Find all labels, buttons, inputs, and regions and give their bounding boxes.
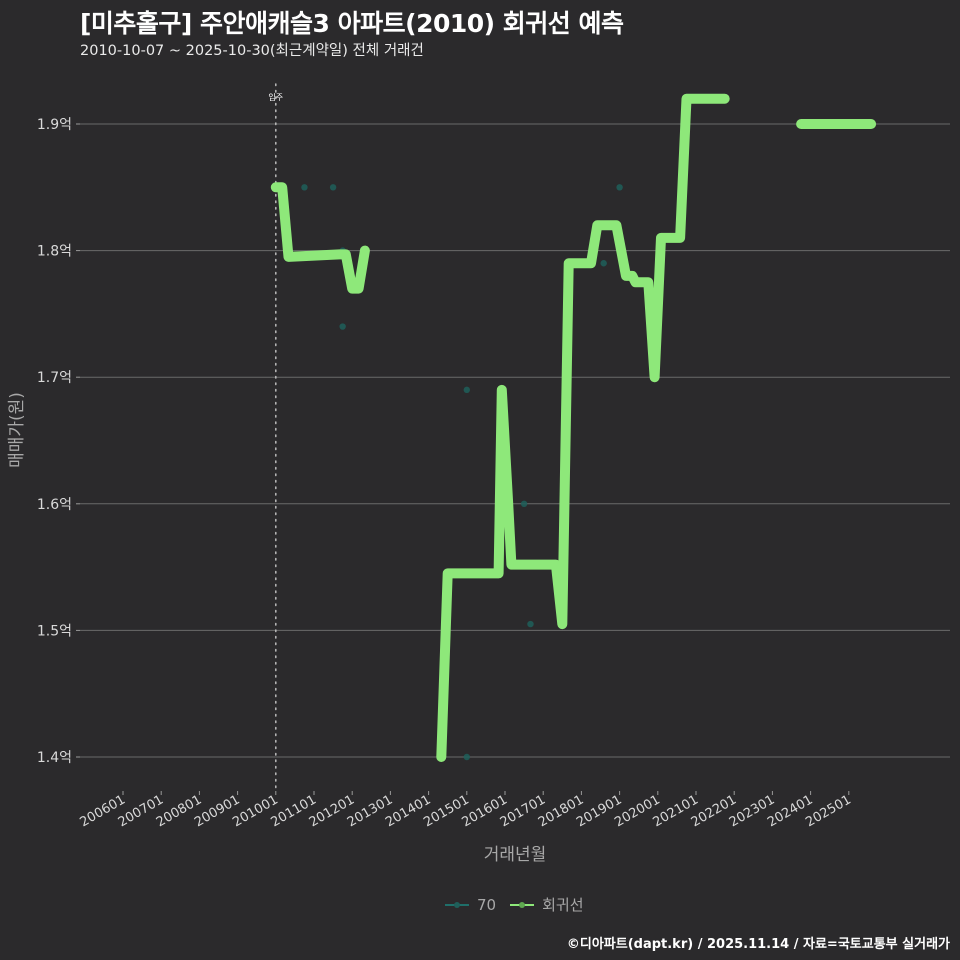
y-tick-label: 1.4억 bbox=[37, 750, 72, 766]
data-point bbox=[616, 184, 623, 191]
regression-segment bbox=[436, 93, 730, 762]
y-tick-label: 1.6억 bbox=[37, 497, 72, 513]
legend-label-70: 70 bbox=[477, 895, 497, 914]
legend-item-regression: 회귀선 bbox=[510, 894, 584, 915]
grid-lines bbox=[80, 123, 950, 758]
data-point bbox=[600, 260, 607, 267]
regression-line bbox=[270, 93, 877, 762]
legend: 70 회귀선 bbox=[445, 894, 590, 915]
y-axis-ticks: 1.4억 1.5억 1.6억 1.7억 1.8억 1.9억 bbox=[37, 117, 80, 766]
y-axis-title: 매매가(원) bbox=[7, 392, 27, 468]
x-axis-ticks: 2006012007012008012009012010012011012012… bbox=[78, 791, 854, 830]
annotation-label: 입주 bbox=[268, 93, 283, 102]
data-point bbox=[463, 386, 470, 394]
legend-key-70-icon bbox=[445, 899, 469, 911]
data-point bbox=[301, 184, 308, 191]
regression-segment bbox=[270, 182, 370, 294]
move-in-annotation: 입주 bbox=[268, 83, 283, 791]
legend-item-70: 70 bbox=[445, 896, 496, 914]
x-axis-title: 거래년월 bbox=[484, 845, 547, 865]
legend-label-regression: 회귀선 bbox=[542, 896, 584, 914]
chart-title: [미추홀구] 주안애캐슬3 아파트(2010) 회귀선 예측 bbox=[80, 9, 624, 38]
y-tick-label: 1.5억 bbox=[37, 623, 72, 639]
y-tick-label: 1.9억 bbox=[37, 117, 72, 133]
legend-key-regression-icon bbox=[510, 899, 535, 911]
data-point bbox=[463, 753, 470, 761]
scatter-points-70 bbox=[301, 184, 623, 761]
y-tick-label: 1.8억 bbox=[37, 244, 72, 260]
y-tick-label: 1.7억 bbox=[37, 370, 72, 386]
data-point bbox=[527, 620, 534, 628]
data-point bbox=[520, 500, 528, 507]
data-point bbox=[339, 323, 346, 330]
chart-subtitle: 2010-10-07 ~ 2025-10-30(최근계약일) 전체 거래건 bbox=[80, 43, 424, 59]
data-point bbox=[329, 184, 337, 191]
source-caption: ©디아파트(dapt.kr) / 2025.11.14 / 자료=국토교통부 실… bbox=[566, 937, 950, 952]
